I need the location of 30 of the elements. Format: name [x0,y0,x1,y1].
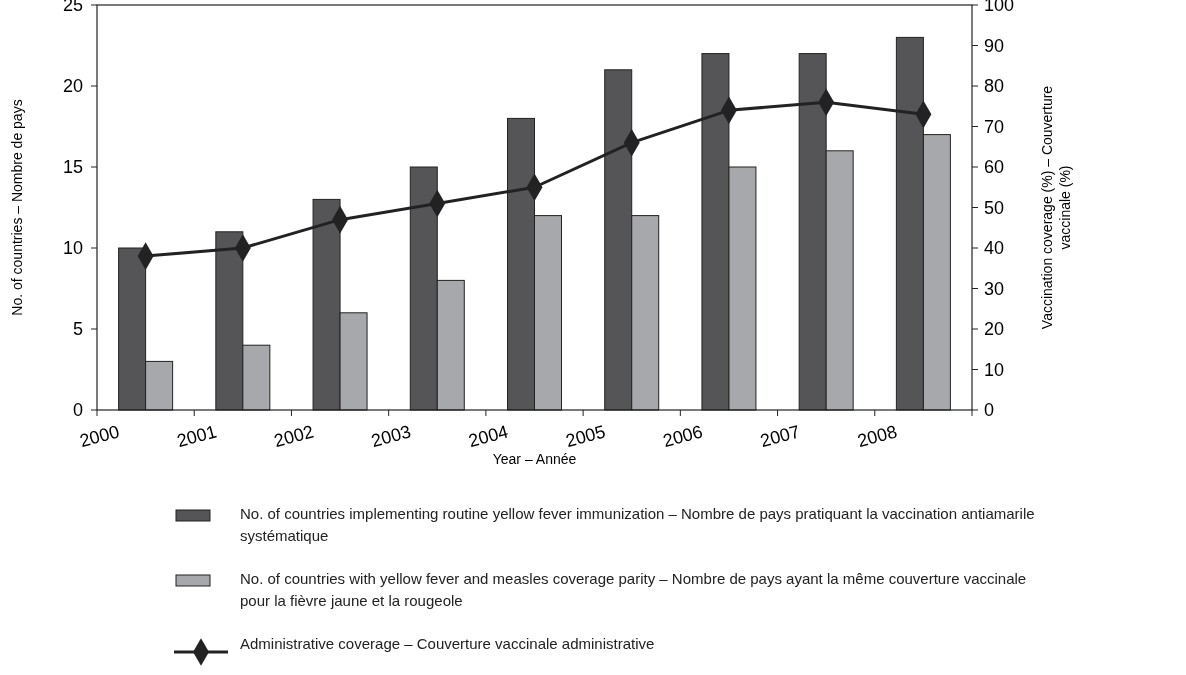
y2-tick-label: 80 [984,76,1005,97]
x-tick-label: 2000 [77,421,122,452]
y-tick-label: 15 [62,157,83,178]
legend-label: No. of countries with yellow fever and measles coverage parity – Nombre de pays ayant la même couverture vaccinale pour la fièvre jaune et la rougeole [240,570,1027,609]
x-tick-label: 2003 [369,421,414,452]
y2-tick-label: 30 [984,278,1005,299]
y2-tick-label: 50 [984,197,1005,218]
y2-tick-label: 0 [984,400,995,421]
x-tick-label: 2008 [855,421,900,452]
y-axis-title: No. of countries – Nombre de pays [9,99,25,316]
y2-tick-label: 10 [984,359,1005,380]
x-tick-label: 2005 [563,421,608,452]
y2-axis-title: Vaccination coverage (%) – Couverture vaccinale (%) [1039,85,1073,330]
x-tick-label: 2001 [174,421,219,452]
y-tick-label: 20 [62,76,83,97]
y2-tick-label: 70 [984,116,1005,137]
x-tick-label: 2002 [271,421,316,452]
y2-tick-label: 60 [984,157,1005,178]
y2-tick-label: 90 [984,35,1005,56]
x-tick-label: 2006 [660,421,705,452]
legend-label: Administrative coverage – Couverture vaccinale administrative [240,635,655,652]
y2-tick-label: 20 [984,319,1005,340]
x-tick-label: 2004 [466,421,511,452]
y-tick-label: 0 [72,400,83,421]
x-tick-label: 2007 [758,421,802,452]
x-axis-title: Year – Année [492,451,577,467]
y-tick-label: 5 [72,319,83,340]
legend-label: No. of countries implementing routine yellow fever immunization – Nombre de pays pratiquant la vaccination antiamarile systématique [240,505,1035,544]
y2-tick-label: 40 [984,238,1005,259]
y-tick-label: 10 [62,238,83,259]
